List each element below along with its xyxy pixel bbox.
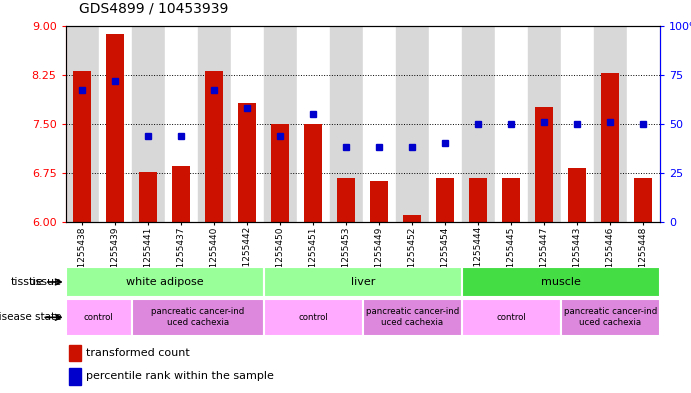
Bar bbox=[66, 299, 132, 336]
Bar bbox=[296, 26, 330, 222]
Text: GDS4899 / 10453939: GDS4899 / 10453939 bbox=[79, 2, 229, 16]
Bar bbox=[99, 26, 132, 222]
Text: disease state: disease state bbox=[0, 312, 61, 322]
Text: white adipose: white adipose bbox=[126, 277, 204, 287]
Bar bbox=[404, 215, 422, 222]
Bar bbox=[536, 107, 553, 222]
Bar bbox=[370, 181, 388, 222]
Bar bbox=[436, 178, 455, 222]
Bar bbox=[594, 26, 627, 222]
Bar bbox=[561, 299, 660, 336]
Bar bbox=[264, 299, 363, 336]
Bar bbox=[462, 299, 561, 336]
Bar bbox=[396, 26, 429, 222]
Bar bbox=[495, 26, 528, 222]
Text: pancreatic cancer-ind
uced cachexia: pancreatic cancer-ind uced cachexia bbox=[366, 307, 459, 327]
Bar bbox=[238, 103, 256, 222]
Bar bbox=[363, 299, 462, 336]
Bar bbox=[264, 26, 296, 222]
Bar bbox=[139, 172, 158, 222]
Bar bbox=[634, 178, 652, 222]
Bar bbox=[132, 299, 264, 336]
Bar bbox=[68, 345, 80, 361]
Text: control: control bbox=[299, 313, 328, 322]
Bar bbox=[462, 267, 660, 297]
Bar bbox=[462, 26, 495, 222]
Bar bbox=[66, 26, 99, 222]
Bar bbox=[469, 178, 487, 222]
Text: muscle: muscle bbox=[541, 277, 581, 287]
Bar bbox=[568, 168, 587, 222]
Bar bbox=[528, 26, 561, 222]
Bar bbox=[264, 267, 462, 297]
Text: liver: liver bbox=[350, 277, 375, 287]
Bar bbox=[561, 26, 594, 222]
Bar bbox=[106, 34, 124, 222]
Bar bbox=[271, 124, 290, 222]
Text: transformed count: transformed count bbox=[86, 348, 190, 358]
Bar bbox=[73, 72, 91, 222]
Bar bbox=[330, 26, 363, 222]
Text: pancreatic cancer-ind
uced cachexia: pancreatic cancer-ind uced cachexia bbox=[564, 307, 657, 327]
Bar bbox=[198, 26, 231, 222]
Text: control: control bbox=[496, 313, 527, 322]
Bar bbox=[132, 26, 164, 222]
Bar bbox=[68, 368, 80, 385]
Bar bbox=[231, 26, 264, 222]
Text: pancreatic cancer-ind
uced cachexia: pancreatic cancer-ind uced cachexia bbox=[151, 307, 245, 327]
Bar bbox=[363, 26, 396, 222]
Bar bbox=[601, 73, 619, 222]
Bar bbox=[337, 178, 355, 222]
Text: control: control bbox=[84, 313, 113, 322]
Bar bbox=[627, 26, 660, 222]
Text: tissue: tissue bbox=[10, 277, 44, 287]
Bar bbox=[66, 267, 264, 297]
Bar bbox=[429, 26, 462, 222]
Bar bbox=[205, 72, 223, 222]
Bar bbox=[164, 26, 198, 222]
Bar bbox=[502, 178, 520, 222]
Text: tissue: tissue bbox=[29, 277, 62, 287]
Bar bbox=[172, 166, 190, 222]
Bar bbox=[304, 124, 322, 222]
Text: percentile rank within the sample: percentile rank within the sample bbox=[86, 371, 274, 381]
